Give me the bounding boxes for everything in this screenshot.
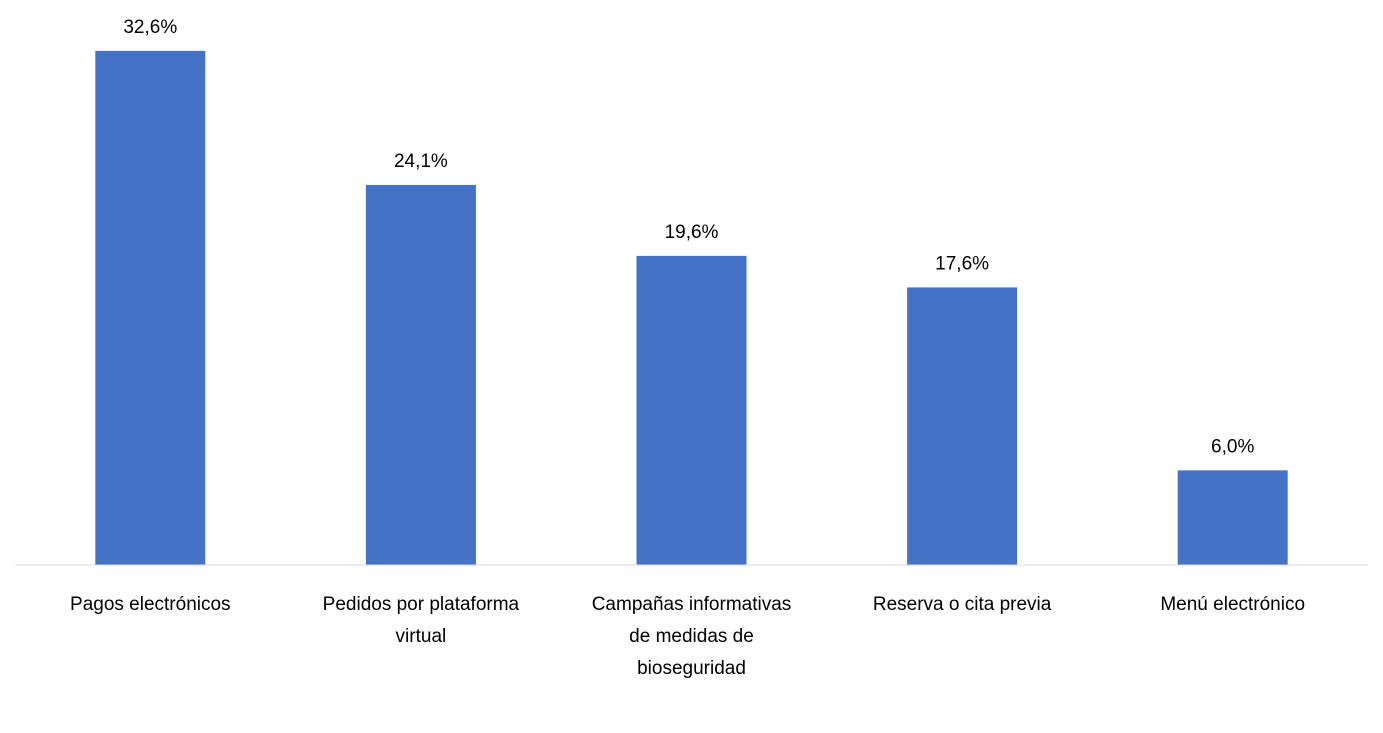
data-label: 19,6% xyxy=(665,222,719,243)
bar xyxy=(1177,470,1288,565)
data-label: 6,0% xyxy=(1211,436,1254,457)
data-label: 32,6% xyxy=(123,17,177,38)
x-tick-label: Pagos electrónicos xyxy=(70,594,231,615)
x-tick-label: Campañas informativas de medidas de bioseg… xyxy=(592,594,792,679)
data-label: 24,1% xyxy=(394,151,448,172)
bar xyxy=(365,184,476,565)
data-label: 17,6% xyxy=(935,253,989,274)
x-tick-label: Menú electrónico xyxy=(1160,594,1305,615)
bar xyxy=(95,50,206,565)
bar xyxy=(907,287,1018,565)
bar xyxy=(636,255,747,565)
x-tick-label: Reserva o cita previa xyxy=(873,594,1052,615)
x-tick-label: Pedidos por plataforma virtual xyxy=(323,594,520,647)
